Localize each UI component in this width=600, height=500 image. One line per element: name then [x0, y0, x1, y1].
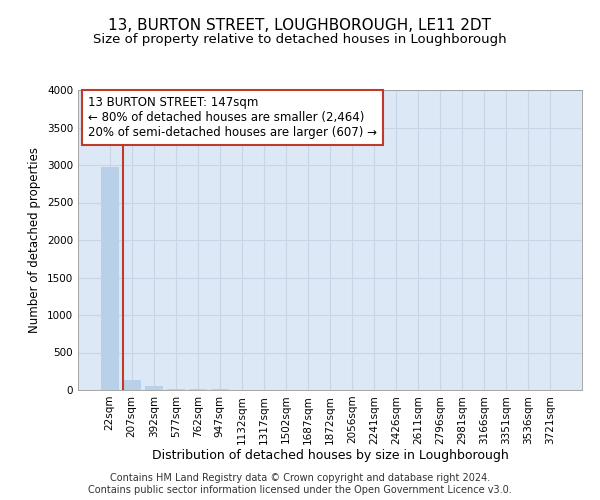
- Bar: [145, 386, 163, 390]
- Bar: [101, 167, 119, 390]
- Text: Contains HM Land Registry data © Crown copyright and database right 2024.
Contai: Contains HM Land Registry data © Crown c…: [88, 474, 512, 495]
- Text: 13 BURTON STREET: 147sqm
← 80% of detached houses are smaller (2,464)
20% of sem: 13 BURTON STREET: 147sqm ← 80% of detach…: [88, 96, 377, 139]
- Bar: [167, 388, 185, 390]
- Text: 13, BURTON STREET, LOUGHBOROUGH, LE11 2DT: 13, BURTON STREET, LOUGHBOROUGH, LE11 2D…: [109, 18, 491, 32]
- X-axis label: Distribution of detached houses by size in Loughborough: Distribution of detached houses by size …: [152, 449, 508, 462]
- Y-axis label: Number of detached properties: Number of detached properties: [28, 147, 41, 333]
- Bar: [189, 389, 206, 390]
- Text: Size of property relative to detached houses in Loughborough: Size of property relative to detached ho…: [93, 32, 507, 46]
- Bar: [123, 380, 140, 390]
